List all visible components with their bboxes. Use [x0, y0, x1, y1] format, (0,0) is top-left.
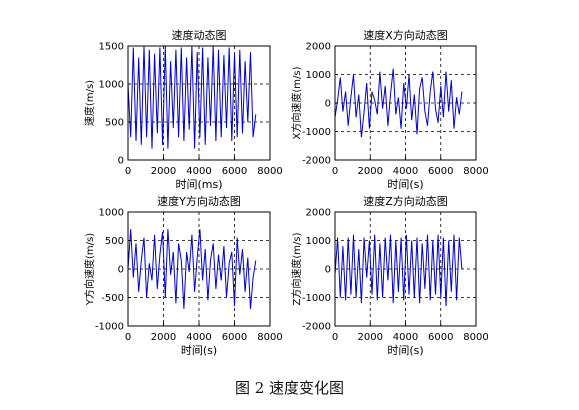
x-axis-label: 时间(s) [387, 178, 423, 191]
y-tick-label: 1000 [306, 236, 331, 247]
x-tick-label: 2000 [358, 166, 383, 177]
x-tick-label: 0 [125, 332, 131, 343]
x-tick-label: 8000 [463, 332, 488, 343]
x-tick-label: 6000 [222, 166, 247, 177]
x-tick-label: 4000 [393, 332, 418, 343]
figure-caption: 图 2 速度变化图 [234, 379, 345, 397]
y-axis-label: X方向速度(m/s) [290, 66, 303, 139]
x-tick-label: 4000 [186, 332, 211, 343]
y-tick-label: -1000 [302, 127, 331, 138]
x-tick-label: 6000 [222, 332, 247, 343]
x-axis-label: 时间(s) [181, 344, 217, 357]
x-tick-label: 4000 [393, 166, 418, 177]
x-tick-label: 0 [125, 166, 131, 177]
y-tick-label: -500 [101, 293, 124, 304]
x-axis-label: 时间(ms) [175, 178, 222, 191]
x-tick-label: 0 [332, 166, 338, 177]
x-tick-label: 8000 [463, 166, 488, 177]
chart-panel-4: 0 2000 4000 6000 8000 -2000 -1000 0 1000 2000 速度Z方… [290, 194, 489, 357]
series-line-1 [127, 229, 257, 309]
x-tick-label: 2000 [358, 332, 383, 343]
x-tick-label: 4000 [186, 166, 211, 177]
y-tick-label: 500 [105, 118, 124, 129]
series-line-1 [334, 234, 463, 307]
chart-panel-2: 0 2000 4000 6000 8000 -2000 -1000 0 1000 2000 速度X方… [290, 28, 489, 191]
chart-title: 速度Z方向动态图 [363, 194, 448, 208]
y-tick-label: 0 [325, 265, 331, 276]
y-tick-label: 1000 [99, 80, 124, 91]
series-line-1 [334, 68, 463, 138]
x-tick-label: 2000 [151, 166, 176, 177]
y-tick-label: -2000 [302, 322, 331, 333]
x-tick-label: 6000 [428, 332, 453, 343]
y-tick-label: 1500 [99, 42, 124, 53]
chart-title: 速度Y方向动态图 [157, 194, 241, 208]
chart-title: 速度动态图 [172, 28, 227, 42]
chart-panel-3: 0 2000 4000 6000 8000 -1000 -500 0 500 1000 速度Y方向动… [83, 194, 283, 357]
y-tick-label: 500 [105, 236, 124, 247]
y-tick-label: 1000 [306, 70, 331, 81]
y-tick-label: 0 [118, 156, 124, 167]
y-axis-label: Y方向速度(m/s) [83, 233, 96, 306]
x-tick-label: 8000 [257, 166, 282, 177]
y-tick-label: -1000 [95, 322, 124, 333]
y-tick-label: 2000 [306, 208, 331, 219]
x-axis-label: 时间(s) [387, 344, 423, 357]
chart-panel-1: 0 2000 4000 6000 8000 0 500 1000 1500 速度动态图时间(ms)… [83, 28, 283, 191]
y-tick-label: 0 [325, 99, 331, 110]
y-tick-label: 0 [118, 265, 124, 276]
y-axis-label: 速度(m/s) [83, 80, 96, 126]
x-tick-label: 8000 [257, 332, 282, 343]
y-axis-label: Z方向速度(m/s) [290, 232, 303, 305]
y-tick-label: -1000 [302, 293, 331, 304]
x-tick-label: 0 [332, 332, 338, 343]
x-tick-label: 2000 [151, 332, 176, 343]
x-tick-label: 6000 [428, 166, 453, 177]
chart-title: 速度X方向动态图 [363, 28, 448, 42]
y-tick-label: 2000 [306, 42, 331, 53]
y-tick-label: -2000 [302, 156, 331, 167]
y-tick-label: 1000 [99, 208, 124, 219]
